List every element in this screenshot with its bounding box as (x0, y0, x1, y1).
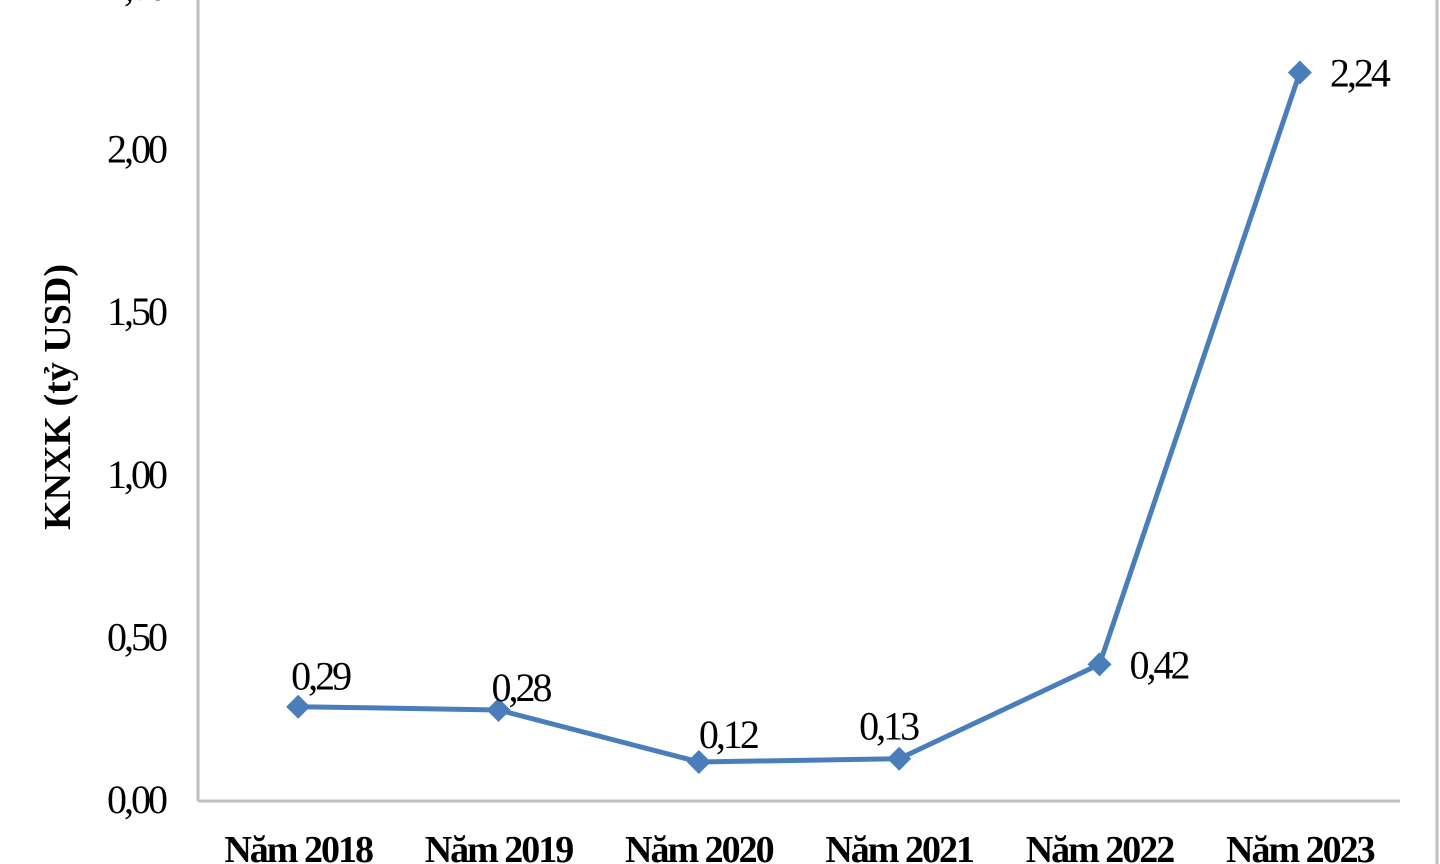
series-line (298, 71, 1303, 765)
data-label: 0,13 (859, 704, 919, 749)
y-tick-label: 1,00 (107, 452, 167, 497)
marker-group (286, 60, 1312, 774)
x-tick-label: Năm 2019 (425, 829, 574, 864)
y-tick-label: 2,00 (107, 127, 167, 172)
y-tick-label: 1,50 (107, 289, 167, 334)
data-label: 2,24 (1330, 51, 1391, 96)
x-tick-label: Năm 2022 (1026, 829, 1175, 864)
y-axis-label: KNXK (tỷ USD) (37, 264, 79, 530)
data-label: 0,12 (699, 712, 758, 757)
data-point-marker (686, 749, 711, 774)
data-point-marker (286, 694, 311, 719)
x-tick-label: Năm 2023 (1226, 829, 1375, 864)
data-label: 0,29 (291, 654, 351, 699)
y-tick-label: 0,50 (107, 614, 167, 659)
x-tick-labels: Năm 2018 Năm 2019 Năm 2020 Năm 2021 Năm 2022… (224, 829, 1376, 864)
data-point-marker (486, 697, 511, 722)
x-tick-label: Năm 2021 (825, 829, 974, 864)
axes (196, 0, 1439, 864)
y-tick-label: 0,00 (107, 777, 167, 822)
y-tick-labels: 0,00 0,50 1,00 1,50 2,00 2,50 (107, 0, 170, 822)
data-point-marker (887, 746, 912, 771)
data-label: 0,42 (1130, 642, 1189, 687)
data-label-group: 0,29 0,28 0,12 0,13 0,42 2,24 (291, 51, 1394, 757)
x-tick-label: Năm 2018 (224, 829, 373, 864)
data-point-marker (1287, 60, 1312, 85)
data-point-marker (1087, 652, 1112, 677)
x-tick-label: Năm 2020 (625, 829, 774, 864)
data-label: 0,28 (492, 665, 552, 710)
series-line-group (298, 71, 1303, 765)
y-tick-label: 2,50 (107, 0, 167, 9)
